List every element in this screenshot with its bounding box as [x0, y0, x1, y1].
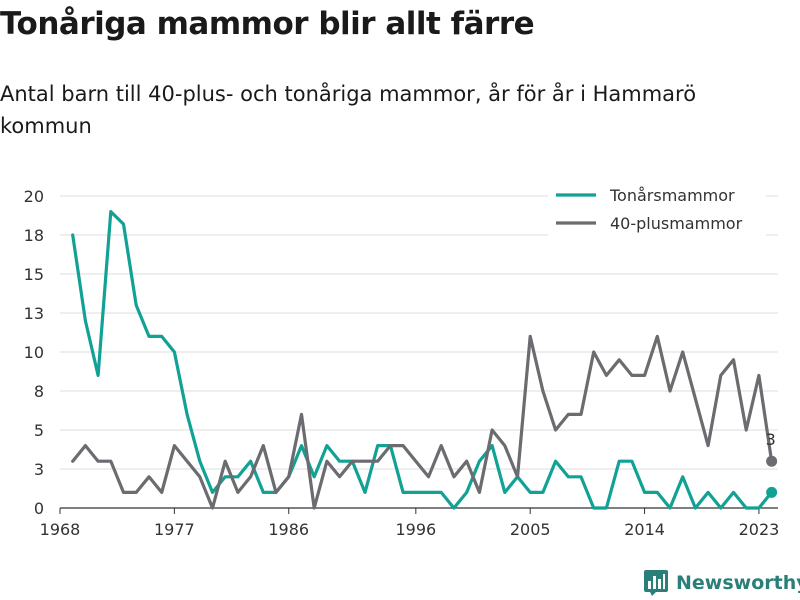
legend-label-tonarsmammor: Tonårsmammor — [609, 186, 735, 205]
y-tick-label: 10 — [24, 343, 44, 362]
end-point-marker-40-plusmammor — [766, 455, 778, 467]
legend-label-40-plusmammor: 40-plusmammor — [610, 214, 743, 233]
x-tick-label: 2005 — [510, 520, 551, 539]
brand-name: Newsworthy — [676, 572, 800, 594]
y-tick-label: 15 — [24, 265, 44, 284]
chart-subtitle: Antal barn till 40-plus- och tonåriga ma… — [0, 82, 697, 138]
chart-title: Tonåriga mammor blir allt färre — [0, 6, 535, 42]
brand-logo: Newsworthy — [644, 568, 800, 598]
series-line-40-plusmammor — [71, 334, 774, 510]
x-tick-label: 2014 — [624, 520, 665, 539]
x-tick-label: 1996 — [395, 520, 436, 539]
x-tick-label: 1986 — [268, 520, 309, 539]
y-tick-label: 13 — [24, 304, 44, 323]
end-point-marker-tonarsmammor — [766, 486, 778, 498]
y-tick-label: 5 — [34, 421, 44, 440]
series-line-tonarsmammor — [71, 210, 774, 510]
x-tick-label: 1968 — [40, 520, 81, 539]
y-tick-label: 20 — [24, 187, 44, 206]
x-tick-label: 2023 — [739, 520, 780, 539]
bar-chart-logo-icon — [644, 570, 668, 596]
y-tick-label: 18 — [24, 226, 44, 245]
legend-background — [548, 176, 766, 238]
y-tick-label: 8 — [34, 382, 44, 401]
legend: Tonårsmammor 40-plusmammor — [548, 176, 766, 238]
y-tick-label: 3 — [34, 460, 44, 479]
end-value-label: 3 — [766, 430, 776, 449]
y-tick-label: 0 — [34, 499, 44, 518]
x-tick-label: 1977 — [154, 520, 195, 539]
